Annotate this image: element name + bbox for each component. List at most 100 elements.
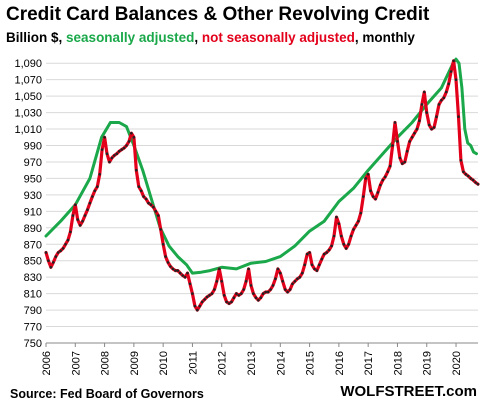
data-point: [271, 284, 275, 287]
data-point: [310, 263, 314, 267]
data-point: [454, 78, 458, 81]
series-lines: [44, 57, 480, 312]
data-point: [288, 288, 292, 291]
data-point: [276, 267, 280, 271]
data-point: [354, 224, 358, 227]
data-point: [476, 182, 480, 186]
data-point: [381, 178, 385, 182]
data-point: [186, 271, 189, 275]
x-tick-label: 2011: [187, 351, 199, 375]
data-point: [332, 234, 336, 238]
data-point: [435, 115, 438, 118]
data-point: [164, 255, 167, 258]
x-tick-label: 2008: [100, 351, 112, 375]
data-point: [391, 144, 394, 147]
data-point: [322, 252, 326, 256]
y-tick-label: 970: [24, 157, 42, 169]
data-point: [342, 243, 346, 246]
data-point: [420, 103, 424, 106]
data-point: [396, 140, 399, 143]
x-tick-label: 2019: [422, 351, 434, 375]
data-point: [423, 90, 426, 94]
data-point: [176, 269, 180, 272]
subtitle-sep: ,: [194, 30, 199, 45]
data-point: [327, 248, 331, 252]
data-point: [98, 173, 101, 176]
data-point: [159, 228, 162, 231]
data-point: [78, 224, 82, 227]
data-point: [130, 131, 133, 135]
subtitle-nsa: not seasonally adjusted: [201, 30, 355, 45]
data-point: [427, 123, 431, 127]
data-point: [105, 152, 109, 155]
data-point: [254, 296, 258, 300]
data-point: [293, 280, 297, 283]
data-point: [252, 292, 255, 295]
data-point: [69, 230, 72, 234]
data-point: [47, 259, 50, 263]
data-point: [139, 189, 143, 193]
data-point: [108, 160, 111, 164]
data-point: [364, 177, 368, 180]
data-point: [430, 127, 433, 131]
data-point: [279, 271, 282, 275]
data-point: [261, 292, 265, 295]
data-point: [296, 277, 299, 281]
data-point: [110, 156, 114, 160]
y-tick-label: 850: [24, 256, 42, 268]
y-tick-label: 1,090: [14, 58, 42, 70]
data-point: [66, 238, 70, 242]
data-point: [54, 255, 58, 258]
data-point: [298, 275, 302, 279]
data-point: [308, 251, 311, 254]
data-point: [149, 203, 153, 207]
y-tick-label: 890: [24, 223, 42, 235]
data-point: [169, 265, 172, 268]
data-point: [366, 173, 370, 176]
data-point: [318, 263, 321, 267]
data-point: [440, 99, 443, 102]
data-point: [193, 304, 197, 308]
subtitle-unit: Billion $,: [6, 30, 63, 45]
data-point: [303, 263, 307, 267]
data-point: [418, 119, 421, 123]
data-point: [247, 267, 250, 271]
data-point: [320, 257, 324, 261]
data-point: [344, 247, 348, 250]
source-note: Source: Fed Board of Governors: [10, 387, 204, 401]
data-point: [86, 208, 89, 211]
x-tick-label: 2010: [158, 351, 170, 375]
data-point: [401, 162, 404, 165]
data-point: [398, 156, 402, 160]
data-point: [232, 296, 236, 300]
data-point: [135, 168, 138, 172]
data-point: [393, 121, 397, 124]
data-point: [242, 288, 245, 291]
data-point: [269, 288, 272, 291]
data-point: [83, 214, 87, 217]
data-point: [103, 136, 106, 139]
data-point: [457, 115, 460, 118]
data-point: [386, 170, 390, 174]
data-point: [371, 195, 375, 198]
data-point: [237, 294, 241, 297]
data-point: [198, 304, 202, 308]
data-point: [81, 219, 84, 223]
data-point: [93, 189, 97, 193]
data-point: [337, 222, 341, 225]
data-point: [325, 251, 329, 254]
data-point: [437, 103, 441, 106]
data-point: [408, 140, 412, 143]
data-point: [459, 159, 463, 162]
data-point: [410, 136, 414, 139]
x-tick-label: 2015: [305, 351, 317, 375]
data-point: [188, 282, 192, 286]
y-tick-label: 770: [24, 322, 42, 334]
data-point: [91, 195, 94, 198]
y-tick-label: 1,010: [14, 124, 42, 136]
data-point: [452, 59, 455, 63]
data-point: [137, 185, 141, 188]
y-tick-label: 1,030: [14, 108, 42, 120]
data-point: [305, 252, 309, 256]
data-point: [230, 300, 233, 304]
